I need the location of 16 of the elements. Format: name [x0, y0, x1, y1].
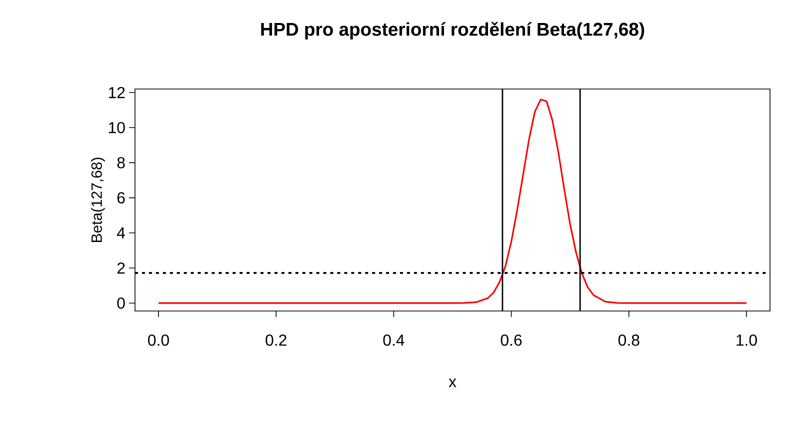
x-tick-label: 0.4: [383, 334, 404, 346]
y-tick-label: 0: [117, 297, 125, 309]
x-axis-title: x: [448, 378, 456, 388]
x-tick-label: 0.6: [500, 334, 522, 346]
y-tick-label: 10: [108, 122, 125, 134]
x-tick-label: 0.8: [618, 334, 640, 346]
y-axis-title: Beta(127,68): [90, 158, 105, 242]
x-tick-label: 0.0: [148, 334, 169, 346]
y-tick-label: 6: [117, 192, 125, 204]
chart-title: HPD pro aposteriorní rozdělení Beta(127,68): [261, 22, 644, 40]
y-tick-label: 2: [117, 262, 125, 274]
x-tick-label: 1.0: [736, 334, 757, 346]
y-tick-label: 4: [116, 227, 126, 238]
y-tick-label: 8: [117, 157, 125, 168]
x-tick-label: 0.2: [266, 334, 286, 346]
y-tick-label: 12: [108, 86, 125, 98]
